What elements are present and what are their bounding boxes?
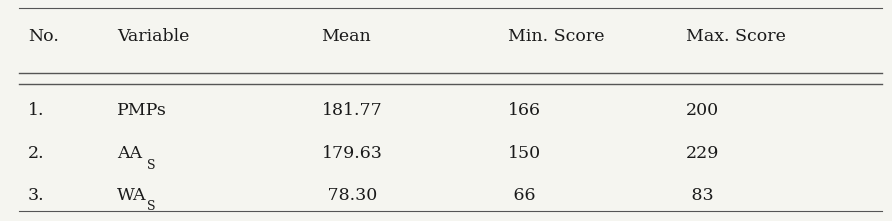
Text: PMPs: PMPs [117,102,167,119]
Text: Mean: Mean [321,28,371,45]
Text: 3.: 3. [28,187,45,204]
Text: Max. Score: Max. Score [686,28,786,45]
Text: 1.: 1. [28,102,45,119]
Text: 229: 229 [686,145,720,162]
Text: WA: WA [117,187,146,204]
Text: 78.30: 78.30 [321,187,376,204]
Text: Variable: Variable [117,28,189,45]
Text: Min. Score: Min. Score [508,28,605,45]
Text: 200: 200 [686,102,719,119]
Text: 2.: 2. [28,145,45,162]
Text: No.: No. [28,28,59,45]
Text: 181.77: 181.77 [321,102,383,119]
Text: 66: 66 [508,187,536,204]
Text: 179.63: 179.63 [321,145,383,162]
Text: 150: 150 [508,145,541,162]
Text: S: S [147,158,156,171]
Text: S: S [147,200,156,213]
Text: AA: AA [117,145,142,162]
Text: 83: 83 [686,187,714,204]
Text: 166: 166 [508,102,541,119]
